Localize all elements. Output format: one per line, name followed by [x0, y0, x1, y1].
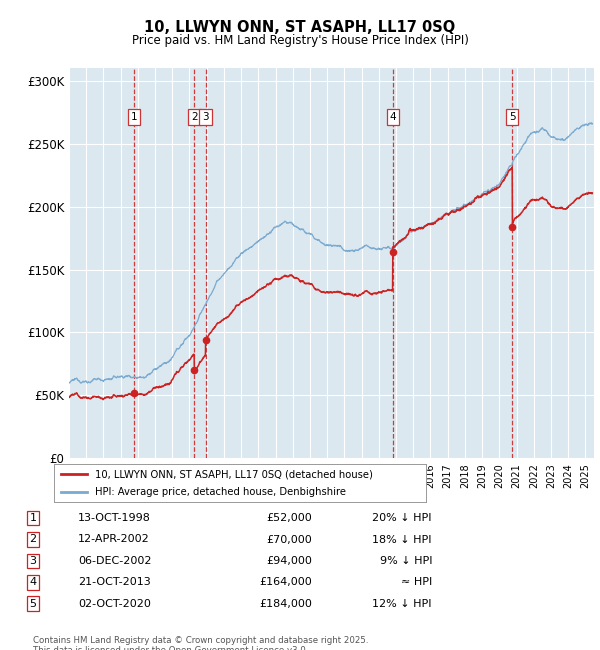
Text: 9% ↓ HPI: 9% ↓ HPI — [380, 556, 432, 566]
Text: £94,000: £94,000 — [266, 556, 312, 566]
Text: HPI: Average price, detached house, Denbighshire: HPI: Average price, detached house, Denb… — [95, 487, 346, 497]
Text: 10, LLWYN ONN, ST ASAPH, LL17 0SQ (detached house): 10, LLWYN ONN, ST ASAPH, LL17 0SQ (detac… — [95, 469, 373, 479]
Text: 2: 2 — [29, 534, 37, 545]
Text: 10, LLWYN ONN, ST ASAPH, LL17 0SQ: 10, LLWYN ONN, ST ASAPH, LL17 0SQ — [145, 20, 455, 34]
Text: 1: 1 — [131, 112, 137, 122]
Text: 5: 5 — [29, 599, 37, 609]
Text: 1: 1 — [29, 513, 37, 523]
Text: 13-OCT-1998: 13-OCT-1998 — [78, 513, 151, 523]
Text: 4: 4 — [389, 112, 396, 122]
Text: £70,000: £70,000 — [266, 534, 312, 545]
Text: 02-OCT-2020: 02-OCT-2020 — [78, 599, 151, 609]
Text: 18% ↓ HPI: 18% ↓ HPI — [373, 534, 432, 545]
Text: £184,000: £184,000 — [259, 599, 312, 609]
Text: 2: 2 — [191, 112, 197, 122]
Text: 21-OCT-2013: 21-OCT-2013 — [78, 577, 151, 588]
Text: £164,000: £164,000 — [259, 577, 312, 588]
Text: 4: 4 — [29, 577, 37, 588]
Text: 5: 5 — [509, 112, 515, 122]
Text: 3: 3 — [202, 112, 209, 122]
Text: 20% ↓ HPI: 20% ↓ HPI — [373, 513, 432, 523]
Text: Price paid vs. HM Land Registry's House Price Index (HPI): Price paid vs. HM Land Registry's House … — [131, 34, 469, 47]
Text: Contains HM Land Registry data © Crown copyright and database right 2025.
This d: Contains HM Land Registry data © Crown c… — [33, 636, 368, 650]
Text: 12-APR-2002: 12-APR-2002 — [78, 534, 150, 545]
Text: 06-DEC-2002: 06-DEC-2002 — [78, 556, 151, 566]
Text: 12% ↓ HPI: 12% ↓ HPI — [373, 599, 432, 609]
Text: 3: 3 — [29, 556, 37, 566]
Text: £52,000: £52,000 — [266, 513, 312, 523]
Text: ≈ HPI: ≈ HPI — [401, 577, 432, 588]
